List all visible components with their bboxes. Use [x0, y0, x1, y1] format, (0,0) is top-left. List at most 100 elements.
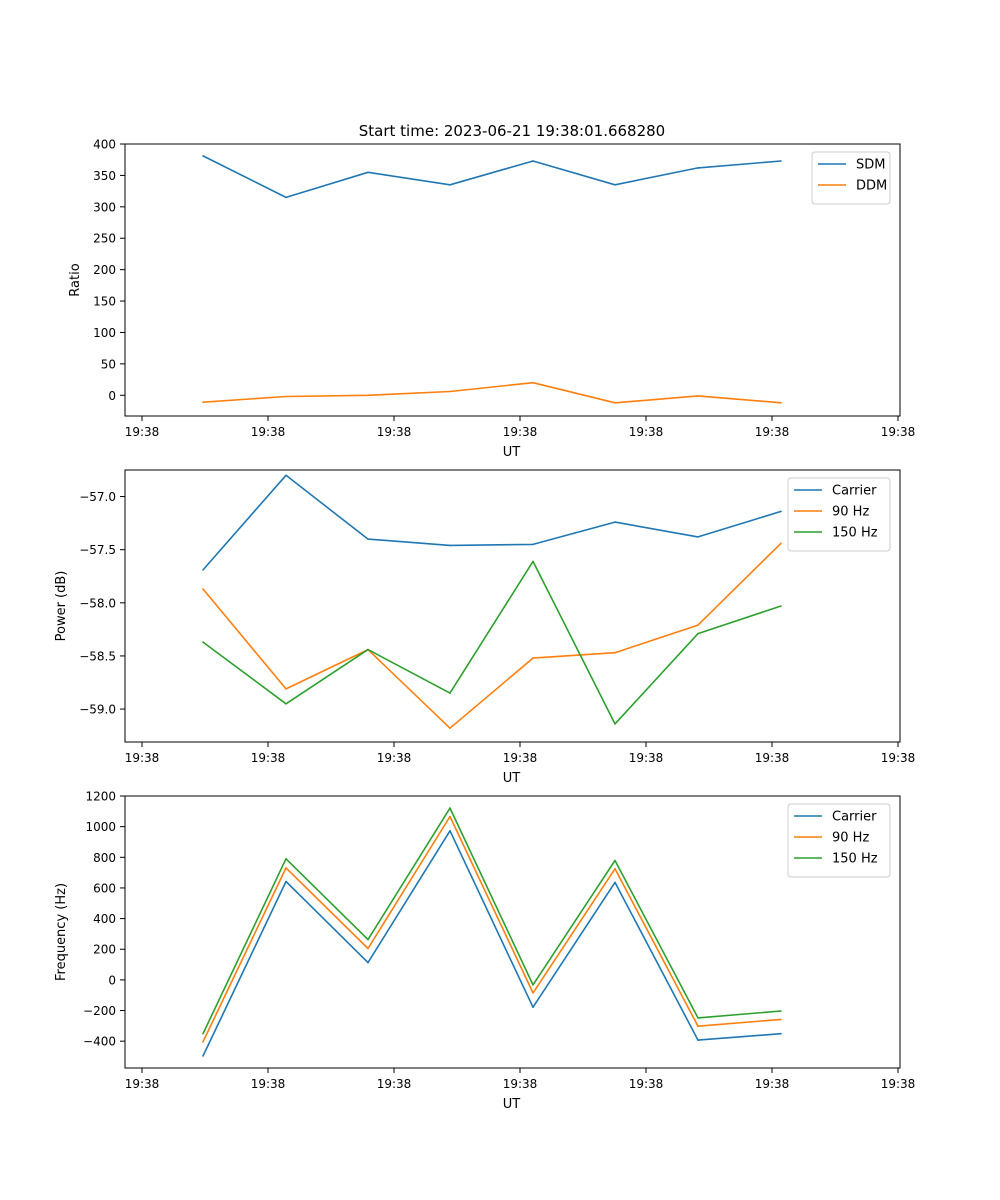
legend-label: 150 Hz: [832, 526, 878, 541]
legend: SDM DDM: [811, 151, 891, 205]
data-point: [697, 632, 699, 635]
data-point: [449, 184, 451, 186]
data-point: [614, 521, 616, 523]
series-line-ddm: [202, 381, 782, 404]
data-point: [697, 624, 699, 626]
x-tick-label: 19:38: [881, 1077, 916, 1091]
x-tick-label: 19:38: [503, 751, 538, 765]
x-axis-label: UT: [503, 445, 521, 460]
data-point: [202, 155, 204, 157]
y-tick-label: 150: [93, 295, 116, 309]
data-point: [367, 961, 369, 964]
y-tick-label: 200: [93, 263, 116, 277]
y-tick-label: 400: [93, 912, 116, 926]
data-point: [780, 1010, 782, 1012]
series-line-90-hz: [202, 542, 782, 730]
y-tick-label: 600: [93, 881, 116, 895]
data-point: [614, 859, 616, 862]
series-line-150-hz: [202, 560, 782, 725]
x-tick-label: 19:38: [629, 425, 664, 439]
data-point: [285, 703, 287, 705]
data-point: [285, 395, 287, 398]
figure-title: Start time: 2023-06-21 19:38:01.668280: [359, 122, 665, 140]
plot-frame: [124, 143, 901, 417]
y-tick-label: 300: [93, 200, 116, 214]
y-tick-label: −57.5: [79, 543, 116, 557]
legend-box: [811, 151, 891, 205]
y-tick-label: 0: [108, 389, 116, 403]
y-tick-label: 50: [101, 357, 116, 371]
data-point: [532, 543, 534, 546]
legend-label: 150 Hz: [832, 852, 878, 867]
y-tick-label: 1000: [85, 820, 116, 834]
y-tick-label: 400: [93, 138, 116, 152]
data-point: [614, 402, 616, 404]
x-tick-label: 19:38: [125, 751, 160, 765]
data-point: [532, 1006, 534, 1008]
legend: Carrier 90 Hz 150 Hz: [787, 477, 891, 552]
data-point: [449, 544, 451, 547]
legend-label: 90 Hz: [832, 831, 869, 846]
x-tick-label: 19:38: [251, 751, 286, 765]
data-point: [697, 167, 699, 169]
data-point: [202, 588, 204, 590]
data-point: [697, 1017, 699, 1019]
x-tick-label: 19:38: [755, 425, 790, 439]
legend-label: Carrier: [832, 484, 877, 499]
data-point: [285, 858, 287, 860]
series-line-90-hz: [202, 815, 782, 1043]
y-tick-label: −58.5: [79, 649, 116, 663]
data-point: [780, 605, 782, 607]
data-point: [697, 395, 699, 397]
x-tick-label: 19:38: [125, 1077, 160, 1091]
x-tick-label: 19:38: [755, 751, 790, 765]
y-tick-label: 0: [108, 973, 116, 987]
data-point: [532, 560, 534, 563]
data-point: [285, 688, 287, 690]
data-point: [614, 651, 616, 654]
legend-item: 150 Hz: [794, 526, 878, 541]
data-point: [780, 1018, 782, 1021]
series-line-carrier: [202, 829, 782, 1057]
y-tick-label: −200: [83, 1004, 116, 1018]
x-tick-label: 19:38: [755, 1077, 790, 1091]
x-tick-label: 19:38: [377, 751, 412, 765]
data-point: [285, 880, 287, 883]
legend: Carrier 90 Hz 150 Hz: [787, 803, 891, 878]
series-line-carrier: [202, 474, 782, 571]
data-point: [202, 401, 204, 404]
x-tick-label: 19:38: [881, 751, 916, 765]
series-line-sdm: [202, 155, 782, 199]
data-point: [285, 474, 287, 477]
legend-item: SDM: [818, 158, 885, 173]
chart-panel-2: 19:38 19:38 19:38 19:38 19:38 19:38 19:38 −59.0…: [54, 469, 916, 786]
data-point: [449, 815, 451, 818]
y-axis-label: Frequency (Hz): [54, 883, 69, 981]
data-point: [202, 641, 204, 643]
legend-item: 150 Hz: [794, 852, 878, 867]
x-tick-label: 19:38: [251, 1077, 286, 1091]
legend-item: 90 Hz: [794, 831, 869, 846]
chart-panels: 19:38 19:38 19:38 19:38 19:38 19:38 19:38 0 50 10…: [54, 138, 915, 1113]
y-tick-label: −400: [83, 1035, 116, 1049]
x-tick-label: 19:38: [377, 425, 412, 439]
data-point: [532, 984, 534, 986]
data-point: [202, 1041, 204, 1043]
data-point: [614, 184, 616, 186]
chart-panel-1: 19:38 19:38 19:38 19:38 19:38 19:38 19:38 0 50 10…: [68, 138, 915, 461]
series-line-150-hz: [202, 807, 782, 1035]
data-point: [367, 394, 369, 397]
chart-panel-3: 19:38 19:38 19:38 19:38 19:38 19:38 19:38 −400 −…: [54, 790, 915, 1113]
legend-item: DDM: [818, 179, 887, 194]
data-point: [202, 1055, 204, 1057]
data-point: [367, 938, 369, 941]
y-axis-label: Power (dB): [54, 571, 69, 642]
data-point: [449, 390, 451, 393]
x-tick-label: 19:38: [251, 425, 286, 439]
x-tick-label: 19:38: [125, 425, 160, 439]
y-tick-label: 1200: [85, 790, 116, 804]
data-point: [614, 723, 616, 725]
data-point: [780, 160, 782, 162]
legend-label: 90 Hz: [832, 505, 869, 520]
